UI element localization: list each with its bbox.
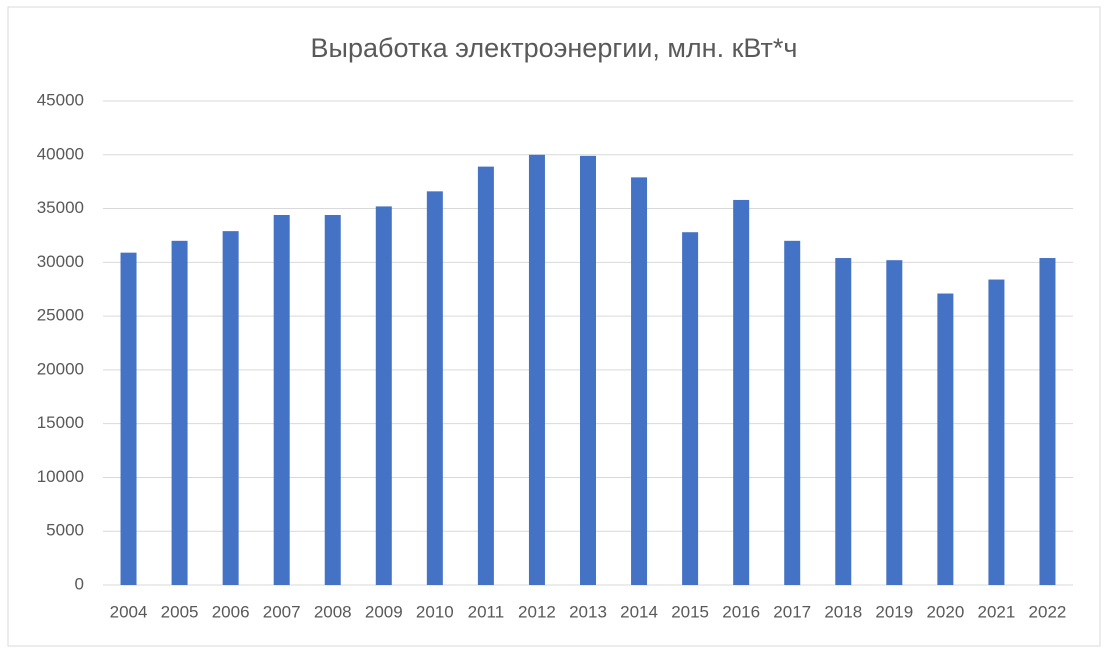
bar	[477, 166, 494, 585]
y-tick-label: 10000	[37, 467, 84, 486]
bar	[886, 260, 903, 585]
y-tick-label: 25000	[37, 306, 84, 325]
x-tick-label: 2012	[518, 602, 556, 621]
x-tick-label: 2018	[824, 602, 862, 621]
x-tick-label: 2011	[468, 602, 505, 621]
bar	[375, 206, 392, 585]
bar	[273, 215, 290, 585]
bar	[631, 177, 648, 585]
x-tick-label: 2008	[314, 602, 352, 621]
chart-border	[7, 6, 1101, 647]
y-tick-label: 40000	[37, 144, 84, 163]
x-tick-label: 2004	[110, 602, 148, 621]
y-tick-label: 30000	[37, 252, 84, 271]
x-tick-label: 2017	[773, 602, 811, 621]
x-tick-label: 2009	[365, 602, 403, 621]
x-tick-label: 2010	[416, 602, 454, 621]
bar	[222, 231, 239, 586]
bar	[988, 279, 1005, 585]
bar	[426, 191, 443, 585]
x-tick-label: 2015	[671, 602, 709, 621]
chart-title: Выработка электроэнергии, млн. кВт*ч	[311, 33, 798, 63]
x-tick-label: 2020	[926, 602, 964, 621]
y-tick-label: 45000	[37, 90, 84, 109]
x-tick-label: 2019	[875, 602, 913, 621]
y-tick-label: 20000	[37, 359, 84, 378]
x-tick-label: 2007	[263, 602, 301, 621]
bar	[580, 155, 596, 585]
bar	[120, 252, 137, 586]
x-tick-label: 2013	[569, 602, 607, 621]
x-tick-label: 2016	[722, 602, 760, 621]
bar	[528, 154, 545, 585]
y-tick-label: 15000	[37, 413, 84, 432]
x-tick-label: 2021	[978, 602, 1016, 621]
bar	[937, 293, 954, 585]
y-tick-label: 5000	[46, 521, 84, 540]
y-tick-label: 35000	[37, 198, 84, 217]
bar	[324, 215, 341, 585]
bar	[171, 240, 188, 586]
bar	[1039, 258, 1056, 585]
x-tick-label: 2014	[620, 602, 658, 621]
bar	[835, 258, 852, 585]
bar	[733, 199, 750, 585]
x-tick-label: 2022	[1029, 602, 1067, 621]
bar	[682, 232, 699, 585]
bar	[784, 240, 801, 586]
y-tick-label: 0	[75, 574, 84, 593]
x-tick-label: 2006	[212, 602, 250, 621]
x-tick-label: 2005	[161, 602, 199, 621]
